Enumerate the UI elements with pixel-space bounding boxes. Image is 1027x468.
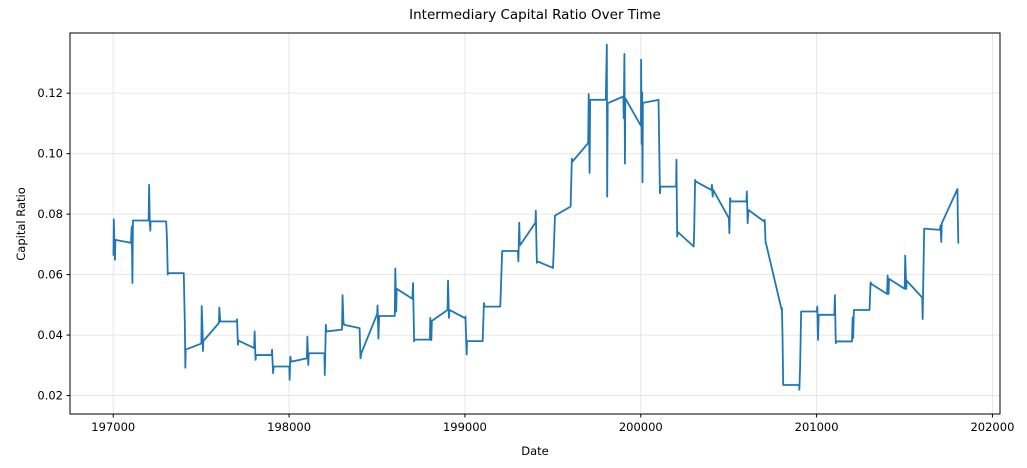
plot-border (69, 32, 1001, 415)
y-tick-label: 0.10 (37, 147, 63, 161)
x-tick-label: 200000 (619, 420, 663, 434)
y-tick-label: 0.04 (37, 328, 63, 342)
x-tick-label: 198000 (267, 420, 311, 434)
y-tick-label: 0.08 (37, 207, 63, 221)
x-tick-label: 199000 (443, 420, 487, 434)
y-tick-label: 0.12 (37, 86, 63, 100)
x-tick-label: 202000 (970, 420, 1014, 434)
chart-title: Intermediary Capital Ratio Over Time (409, 7, 661, 23)
y-tick-label: 0.02 (37, 389, 63, 403)
x-tick-label: 201000 (795, 420, 839, 434)
capital-ratio-line (112, 43, 960, 391)
x-axis-label: Date (521, 444, 549, 458)
y-tick-label: 0.06 (37, 268, 63, 282)
x-tick-label: 197000 (91, 420, 135, 434)
